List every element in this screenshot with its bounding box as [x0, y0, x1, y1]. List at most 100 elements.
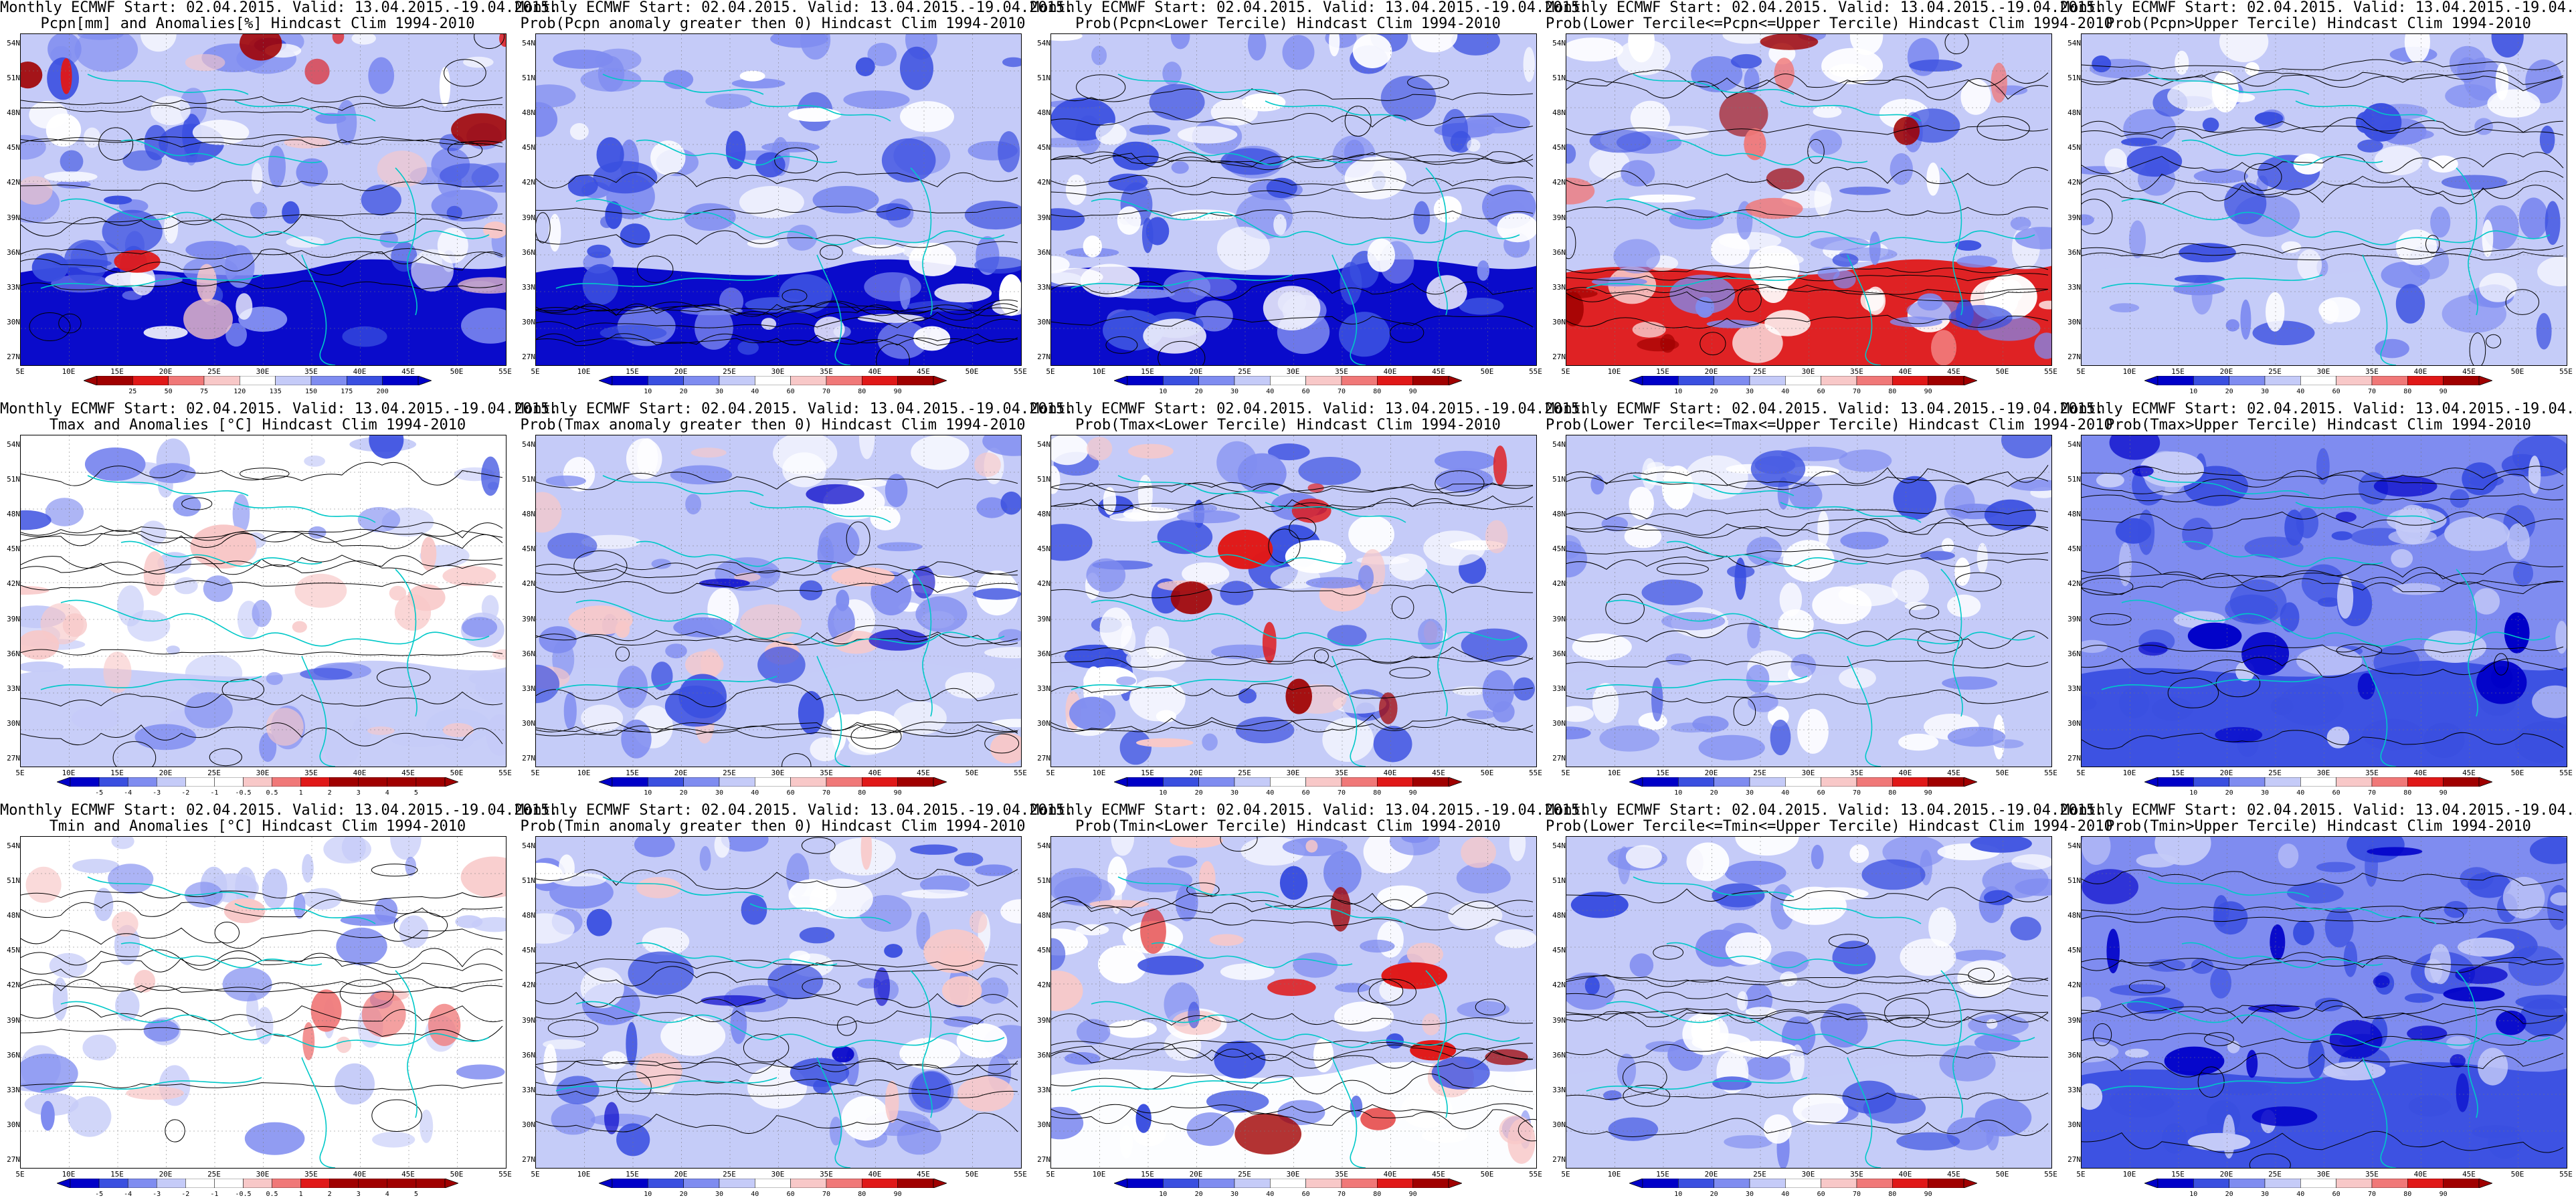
- colorbar-tick-label: 150: [304, 388, 318, 395]
- panel-title-line1: Monthly ECMWF Start: 02.04.2015. Valid: …: [515, 401, 1074, 417]
- colorbar-tick-label: -5: [95, 1191, 104, 1198]
- lon-tick-label: 10E: [577, 1170, 591, 1179]
- colorbar: [1629, 777, 1977, 787]
- panel-title-line1: Monthly ECMWF Start: 02.04.2015. Valid: …: [2061, 0, 2576, 16]
- colorbar-tick-label: 25: [128, 388, 137, 395]
- lon-tick-label: 55E: [2559, 1170, 2573, 1179]
- lat-tick-label: 45N: [1037, 946, 1050, 955]
- colorbar-tick-label: -3: [153, 789, 161, 797]
- lat-tick-label: 30N: [1552, 1120, 1566, 1129]
- lat-tick-label: 39N: [1552, 614, 1566, 623]
- lon-tick-label: 55E: [1529, 769, 1542, 777]
- colorbar-tick-label: 70: [2367, 789, 2377, 797]
- colorbar-tick-label: 30: [1745, 388, 1754, 395]
- lat-tick-label: 54N: [2067, 440, 2081, 449]
- colorbar-tick-label: 3: [356, 789, 361, 797]
- lat-tick-label: 45N: [522, 946, 535, 955]
- lon-tick-label: 35E: [2365, 1170, 2379, 1179]
- lat-tick-label: 45N: [522, 143, 535, 153]
- lon-tick-label: 45E: [2462, 367, 2476, 376]
- lon-tick-label: 30E: [256, 1170, 270, 1179]
- colorbar-tick-label: 60: [1817, 1191, 1825, 1198]
- lat-tick-label: 51N: [1037, 475, 1050, 484]
- lon-tick-label: 30E: [771, 367, 785, 376]
- colorbar-tick-label: 20: [679, 388, 688, 395]
- lat-tick-label: 39N: [1552, 1015, 1566, 1025]
- lon-tick-label: 45E: [1432, 1170, 1445, 1179]
- lat-tick-label: 45N: [2067, 544, 2081, 554]
- lat-tick-label: 36N: [1037, 247, 1050, 257]
- lon-tick-label: 45E: [2462, 769, 2476, 777]
- lat-tick-label: 33N: [7, 282, 20, 292]
- lat-tick-label: 54N: [1037, 39, 1050, 47]
- lon-tick-label: 25E: [207, 367, 221, 376]
- lon-tick-label: 15E: [1656, 769, 1669, 777]
- lat-tick-label: 45N: [522, 544, 535, 554]
- colorbar-tick-label: 80: [858, 388, 866, 395]
- lat-tick-label: 42N: [522, 178, 535, 187]
- lat-tick-label: 30N: [1552, 317, 1566, 326]
- lat-tick-label: 45N: [1552, 946, 1566, 955]
- lat-tick-label: 42N: [2067, 981, 2081, 990]
- lat-tick-label: 48N: [1037, 108, 1050, 118]
- lat-tick-label: 51N: [1037, 74, 1050, 83]
- colorbar-tick-label: 20: [679, 1191, 688, 1198]
- lon-tick-label: 50E: [1480, 769, 1494, 777]
- panel-title-line2: Prob(Tmin<Lower Tercile) Hindcast Clim 1…: [1075, 818, 1501, 835]
- lat-tick-label: 39N: [1037, 213, 1050, 222]
- panel-title-line2: Prob(Tmax>Upper Tercile) Hindcast Clim 1…: [2106, 417, 2531, 433]
- map-area: [1566, 836, 2052, 1169]
- lon-tick-label: 55E: [1529, 367, 1542, 376]
- tmax-prob-lower-panel: Monthly ECMWF Start: 02.04.2015. Valid: …: [1030, 401, 1589, 803]
- colorbar-tick-label: 70: [2367, 388, 2377, 395]
- lat-tick-label: 30N: [1037, 317, 1050, 326]
- colorbar-tick-label: 40: [2296, 789, 2305, 797]
- lon-tick-label: 35E: [2365, 367, 2379, 376]
- lat-tick-label: 33N: [7, 1085, 20, 1094]
- lon-tick-label: 10E: [1607, 769, 1621, 777]
- lon-tick-label: 5E: [15, 769, 25, 777]
- colorbar-tick-label: -4: [124, 789, 132, 797]
- lon-tick-label: 55E: [2559, 769, 2573, 777]
- lon-tick-label: 30E: [2316, 367, 2330, 376]
- colorbar: [1114, 777, 1462, 787]
- colorbar-tick-label: 20: [1194, 1191, 1203, 1198]
- lat-tick-label: 51N: [2067, 74, 2081, 83]
- lon-tick-label: 45E: [1947, 769, 1960, 777]
- map-area: [2081, 435, 2567, 767]
- colorbar-tick-label: 30: [2260, 388, 2270, 395]
- lon-tick-label: 55E: [1014, 1170, 1027, 1179]
- lon-tick-label: 50E: [450, 769, 464, 777]
- colorbar-tick-label: 60: [786, 789, 795, 797]
- lon-tick-label: 5E: [1561, 769, 1570, 777]
- lon-tick-label: 40E: [1383, 769, 1397, 777]
- colorbar-tick-label: 4: [385, 789, 389, 797]
- colorbar-tick-label: 20: [2225, 388, 2233, 395]
- colorbar-tick-label: 135: [269, 388, 282, 395]
- lon-tick-label: 40E: [1383, 367, 1397, 376]
- lon-tick-label: 50E: [1995, 367, 2009, 376]
- lon-tick-label: 30E: [1286, 367, 1300, 376]
- lon-tick-label: 5E: [15, 367, 25, 376]
- colorbar-tick-label: 30: [1230, 388, 1239, 395]
- panel-title-line2: Prob(Pcpn>Upper Tercile) Hindcast Clim 1…: [2106, 15, 2531, 32]
- lon-tick-label: 15E: [1141, 1170, 1154, 1179]
- colorbar-tick-label: 90: [1408, 388, 1417, 395]
- lat-tick-label: 36N: [7, 247, 20, 257]
- lon-tick-label: 50E: [965, 1170, 979, 1179]
- lat-tick-label: 27N: [1552, 1155, 1566, 1164]
- lat-tick-label: 39N: [7, 1015, 20, 1025]
- colorbar-tick-label: 75: [199, 388, 209, 395]
- lon-tick-label: 40E: [1383, 1170, 1397, 1179]
- colorbar: [599, 376, 947, 385]
- lon-tick-label: 25E: [207, 769, 221, 777]
- lat-tick-label: 54N: [1552, 39, 1566, 47]
- lat-tick-label: 45N: [7, 946, 20, 955]
- lon-tick-label: 25E: [723, 367, 736, 376]
- lon-tick-label: 10E: [577, 367, 591, 376]
- panel-title-line1: Monthly ECMWF Start: 02.04.2015. Valid: …: [1030, 401, 1589, 417]
- lat-tick-label: 51N: [2067, 475, 2081, 484]
- lon-tick-label: 20E: [2219, 367, 2233, 376]
- lat-tick-label: 30N: [2067, 718, 2081, 728]
- lon-tick-label: 50E: [1480, 367, 1494, 376]
